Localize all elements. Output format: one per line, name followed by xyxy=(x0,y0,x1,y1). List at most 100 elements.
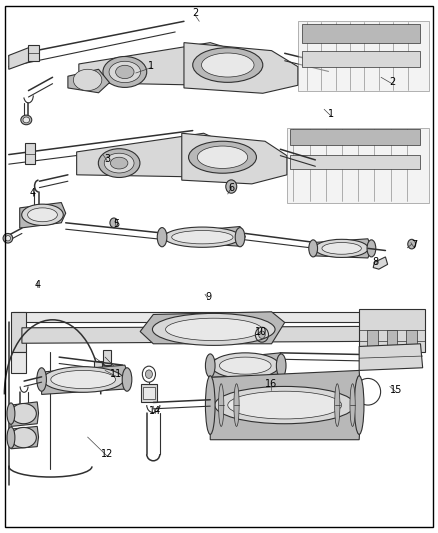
Ellipse shape xyxy=(23,117,29,123)
Ellipse shape xyxy=(152,313,275,345)
Polygon shape xyxy=(77,133,239,177)
Ellipse shape xyxy=(116,65,134,79)
Polygon shape xyxy=(42,365,129,394)
Ellipse shape xyxy=(268,382,274,388)
Text: 7: 7 xyxy=(411,240,417,250)
Text: 4: 4 xyxy=(34,280,40,290)
Ellipse shape xyxy=(157,228,167,247)
Polygon shape xyxy=(313,239,371,258)
Ellipse shape xyxy=(51,370,116,389)
Text: 2: 2 xyxy=(192,9,198,18)
Polygon shape xyxy=(11,426,39,449)
Polygon shape xyxy=(79,43,254,85)
Ellipse shape xyxy=(350,384,355,426)
Ellipse shape xyxy=(315,239,368,257)
Ellipse shape xyxy=(226,180,237,193)
Polygon shape xyxy=(359,344,423,370)
Bar xyxy=(406,330,417,349)
Bar xyxy=(302,51,420,67)
Text: 9: 9 xyxy=(205,292,211,302)
Bar xyxy=(103,350,111,365)
Bar xyxy=(367,330,378,349)
Ellipse shape xyxy=(193,48,263,83)
Text: 2: 2 xyxy=(389,77,395,86)
Text: 5: 5 xyxy=(113,219,119,229)
Polygon shape xyxy=(162,227,245,246)
Ellipse shape xyxy=(234,384,239,426)
Polygon shape xyxy=(210,353,283,377)
Ellipse shape xyxy=(109,61,141,83)
Ellipse shape xyxy=(228,391,342,419)
Ellipse shape xyxy=(74,69,102,91)
Ellipse shape xyxy=(37,368,46,391)
Ellipse shape xyxy=(28,208,57,222)
Bar xyxy=(141,384,157,402)
Bar xyxy=(387,330,397,349)
Polygon shape xyxy=(11,352,26,373)
Ellipse shape xyxy=(197,146,248,168)
Ellipse shape xyxy=(11,403,36,424)
Ellipse shape xyxy=(309,240,318,257)
Polygon shape xyxy=(287,128,429,203)
Ellipse shape xyxy=(103,56,147,87)
Polygon shape xyxy=(140,312,285,344)
Text: 14: 14 xyxy=(149,407,162,416)
Ellipse shape xyxy=(21,115,32,125)
Ellipse shape xyxy=(22,204,63,225)
Bar xyxy=(28,45,39,61)
Ellipse shape xyxy=(122,368,132,391)
Ellipse shape xyxy=(7,427,15,448)
Bar xyxy=(302,24,420,43)
Text: 12: 12 xyxy=(101,449,113,459)
Polygon shape xyxy=(22,326,416,343)
Polygon shape xyxy=(20,203,66,228)
Ellipse shape xyxy=(7,403,15,424)
Polygon shape xyxy=(359,309,425,352)
Bar xyxy=(290,129,420,145)
Ellipse shape xyxy=(42,367,124,392)
Polygon shape xyxy=(11,312,26,352)
Ellipse shape xyxy=(408,239,416,249)
Text: 4: 4 xyxy=(30,189,36,198)
Ellipse shape xyxy=(3,233,13,243)
Ellipse shape xyxy=(104,153,134,173)
Ellipse shape xyxy=(110,157,128,169)
Bar xyxy=(143,387,155,399)
Ellipse shape xyxy=(110,218,118,228)
Ellipse shape xyxy=(166,318,262,341)
Polygon shape xyxy=(13,312,416,322)
Polygon shape xyxy=(298,21,429,91)
Ellipse shape xyxy=(201,53,254,77)
Bar xyxy=(25,143,35,164)
Ellipse shape xyxy=(11,427,36,448)
Text: 8: 8 xyxy=(373,257,379,267)
Ellipse shape xyxy=(205,354,215,377)
Ellipse shape xyxy=(145,370,152,378)
Ellipse shape xyxy=(235,228,245,247)
Polygon shape xyxy=(210,370,361,440)
Ellipse shape xyxy=(205,376,215,434)
Text: 10: 10 xyxy=(254,327,267,336)
Ellipse shape xyxy=(5,236,11,241)
Ellipse shape xyxy=(367,240,376,257)
Ellipse shape xyxy=(164,227,241,247)
Ellipse shape xyxy=(188,141,257,173)
Ellipse shape xyxy=(215,386,355,424)
Ellipse shape xyxy=(335,384,340,426)
Bar xyxy=(94,361,102,376)
Text: 3: 3 xyxy=(104,154,110,164)
Ellipse shape xyxy=(258,331,265,338)
Polygon shape xyxy=(182,133,287,184)
Ellipse shape xyxy=(172,230,233,244)
Text: 1: 1 xyxy=(148,61,154,70)
Ellipse shape xyxy=(212,353,279,378)
Ellipse shape xyxy=(99,149,140,177)
Text: 6: 6 xyxy=(228,183,234,192)
Ellipse shape xyxy=(354,376,364,434)
Ellipse shape xyxy=(219,384,224,426)
Polygon shape xyxy=(373,257,388,269)
Text: 15: 15 xyxy=(390,385,403,395)
Polygon shape xyxy=(184,43,298,93)
Text: 16: 16 xyxy=(265,379,277,389)
Polygon shape xyxy=(68,69,110,93)
